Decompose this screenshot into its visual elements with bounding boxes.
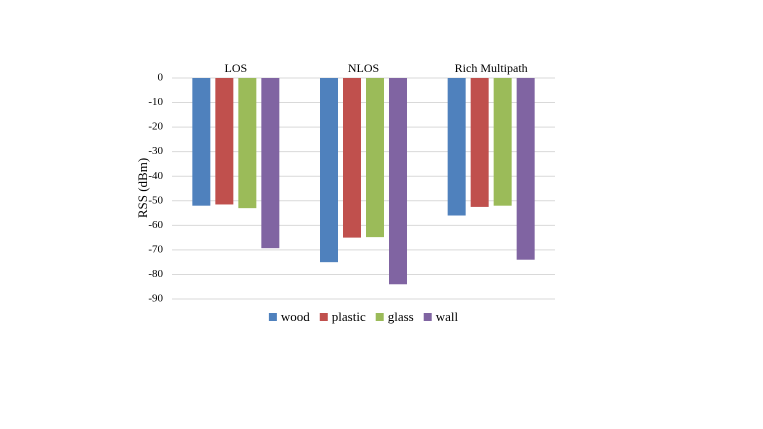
bar xyxy=(366,78,384,238)
y-tick-label: -50 xyxy=(148,194,163,206)
bar xyxy=(343,78,361,238)
legend-label: wood xyxy=(281,309,310,324)
bar xyxy=(320,78,338,263)
bar xyxy=(493,78,512,206)
bar xyxy=(516,78,535,260)
legend-swatch xyxy=(375,313,384,321)
bar xyxy=(261,78,280,249)
y-tick-label: -80 xyxy=(148,268,163,280)
legend-label: plastic xyxy=(332,309,366,324)
legend-label: wall xyxy=(436,309,459,324)
y-tick-label: -30 xyxy=(148,145,163,157)
category-label: NLOS xyxy=(348,61,379,75)
bar xyxy=(238,78,257,209)
y-tick-label: -90 xyxy=(148,293,163,305)
bar xyxy=(470,78,489,207)
y-axis-label: RSS (dBm) xyxy=(135,158,150,218)
category-label: Rich Multipath xyxy=(455,61,528,75)
y-tick-label: -60 xyxy=(148,219,163,231)
bar xyxy=(447,78,466,216)
y-tick-label: 0 xyxy=(158,72,164,84)
bar xyxy=(192,78,211,206)
legend-swatch xyxy=(423,313,432,321)
legend-label: glass xyxy=(388,309,414,324)
y-tick-label: -10 xyxy=(148,96,163,108)
category-label: LOS xyxy=(224,61,247,75)
y-tick-label: -70 xyxy=(148,243,163,255)
bar xyxy=(389,78,407,285)
bar xyxy=(215,78,234,205)
y-tick-label: -40 xyxy=(148,170,163,182)
y-tick-label: -20 xyxy=(148,121,163,133)
legend-swatch xyxy=(268,313,277,321)
legend-swatch xyxy=(319,313,328,321)
